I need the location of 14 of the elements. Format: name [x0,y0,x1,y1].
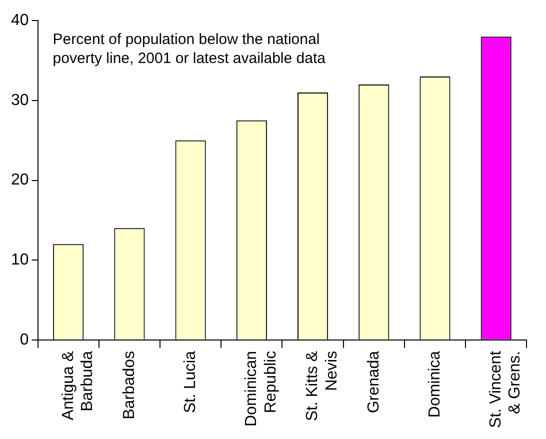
y-tick-label: 40 [11,12,29,30]
x-tick-label: Grenada [365,350,382,414]
y-tick-label: 10 [11,251,29,268]
x-tick-label: Barbados [120,350,138,420]
x-tick-label: Dominican Republic [243,350,280,427]
x-tick-label: St. Lucia [182,350,199,414]
y-tick-label: 20 [11,172,29,189]
x-tick-label: St. Kitts & Nevis [304,350,340,422]
x-tick-label: St. Vincent & Grens. [488,350,524,428]
y-tick-label: 0 [20,331,29,348]
x-tick-label: Dominica [426,350,444,418]
x-tick-label: Antigua & Barbuda [60,350,96,420]
text: Percent of population below the national poverty line, 2001 or latest available data [52,31,326,68]
y-tick-label: 30 [11,92,29,109]
